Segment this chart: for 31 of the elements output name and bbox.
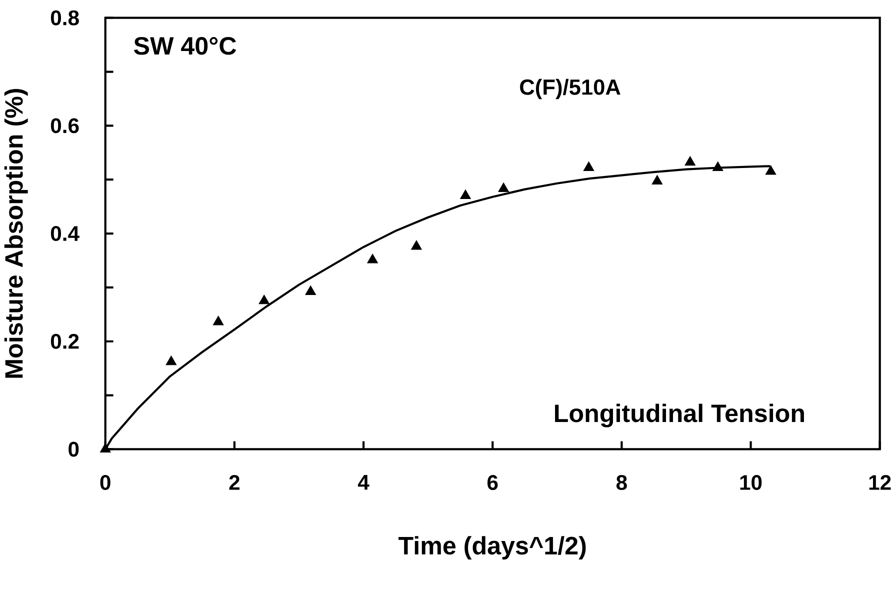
point [305, 286, 316, 296]
point [583, 162, 594, 171]
annotation: SW 40°C [134, 36, 236, 55]
y-tick-label: 0.4 [50, 226, 80, 242]
point [460, 190, 471, 200]
point [212, 316, 224, 326]
y-tick-label: 0.2 [50, 334, 79, 349]
point [498, 182, 509, 192]
point [258, 294, 270, 304]
point [166, 356, 177, 366]
point [411, 240, 422, 250]
x-tick-label: 10 [740, 475, 762, 490]
x-tick-label: 8 [616, 475, 627, 490]
point [765, 165, 776, 175]
y-tick-label: 0.6 [50, 118, 79, 134]
x-tick-label: 4 [358, 475, 370, 490]
y-tick-label: 0 [68, 442, 79, 457]
y-axis-title: Moisture Absorption (%) [4, 88, 28, 378]
x-tick-label: 2 [229, 475, 240, 490]
point [684, 156, 696, 166]
y-tick-label: 0.8 [50, 10, 79, 26]
point [652, 175, 663, 184]
x-tick-label: 0 [100, 475, 110, 490]
x-axis-title: Time (days^1/2) [398, 536, 586, 560]
point [100, 442, 111, 452]
annotation: Longitudinal Tension [555, 404, 804, 428]
point [712, 162, 724, 171]
x-tick-label: 6 [487, 475, 498, 490]
text: C(F)/510A [520, 78, 620, 100]
point [367, 254, 378, 264]
x-tick-label: 12 [869, 475, 891, 490]
